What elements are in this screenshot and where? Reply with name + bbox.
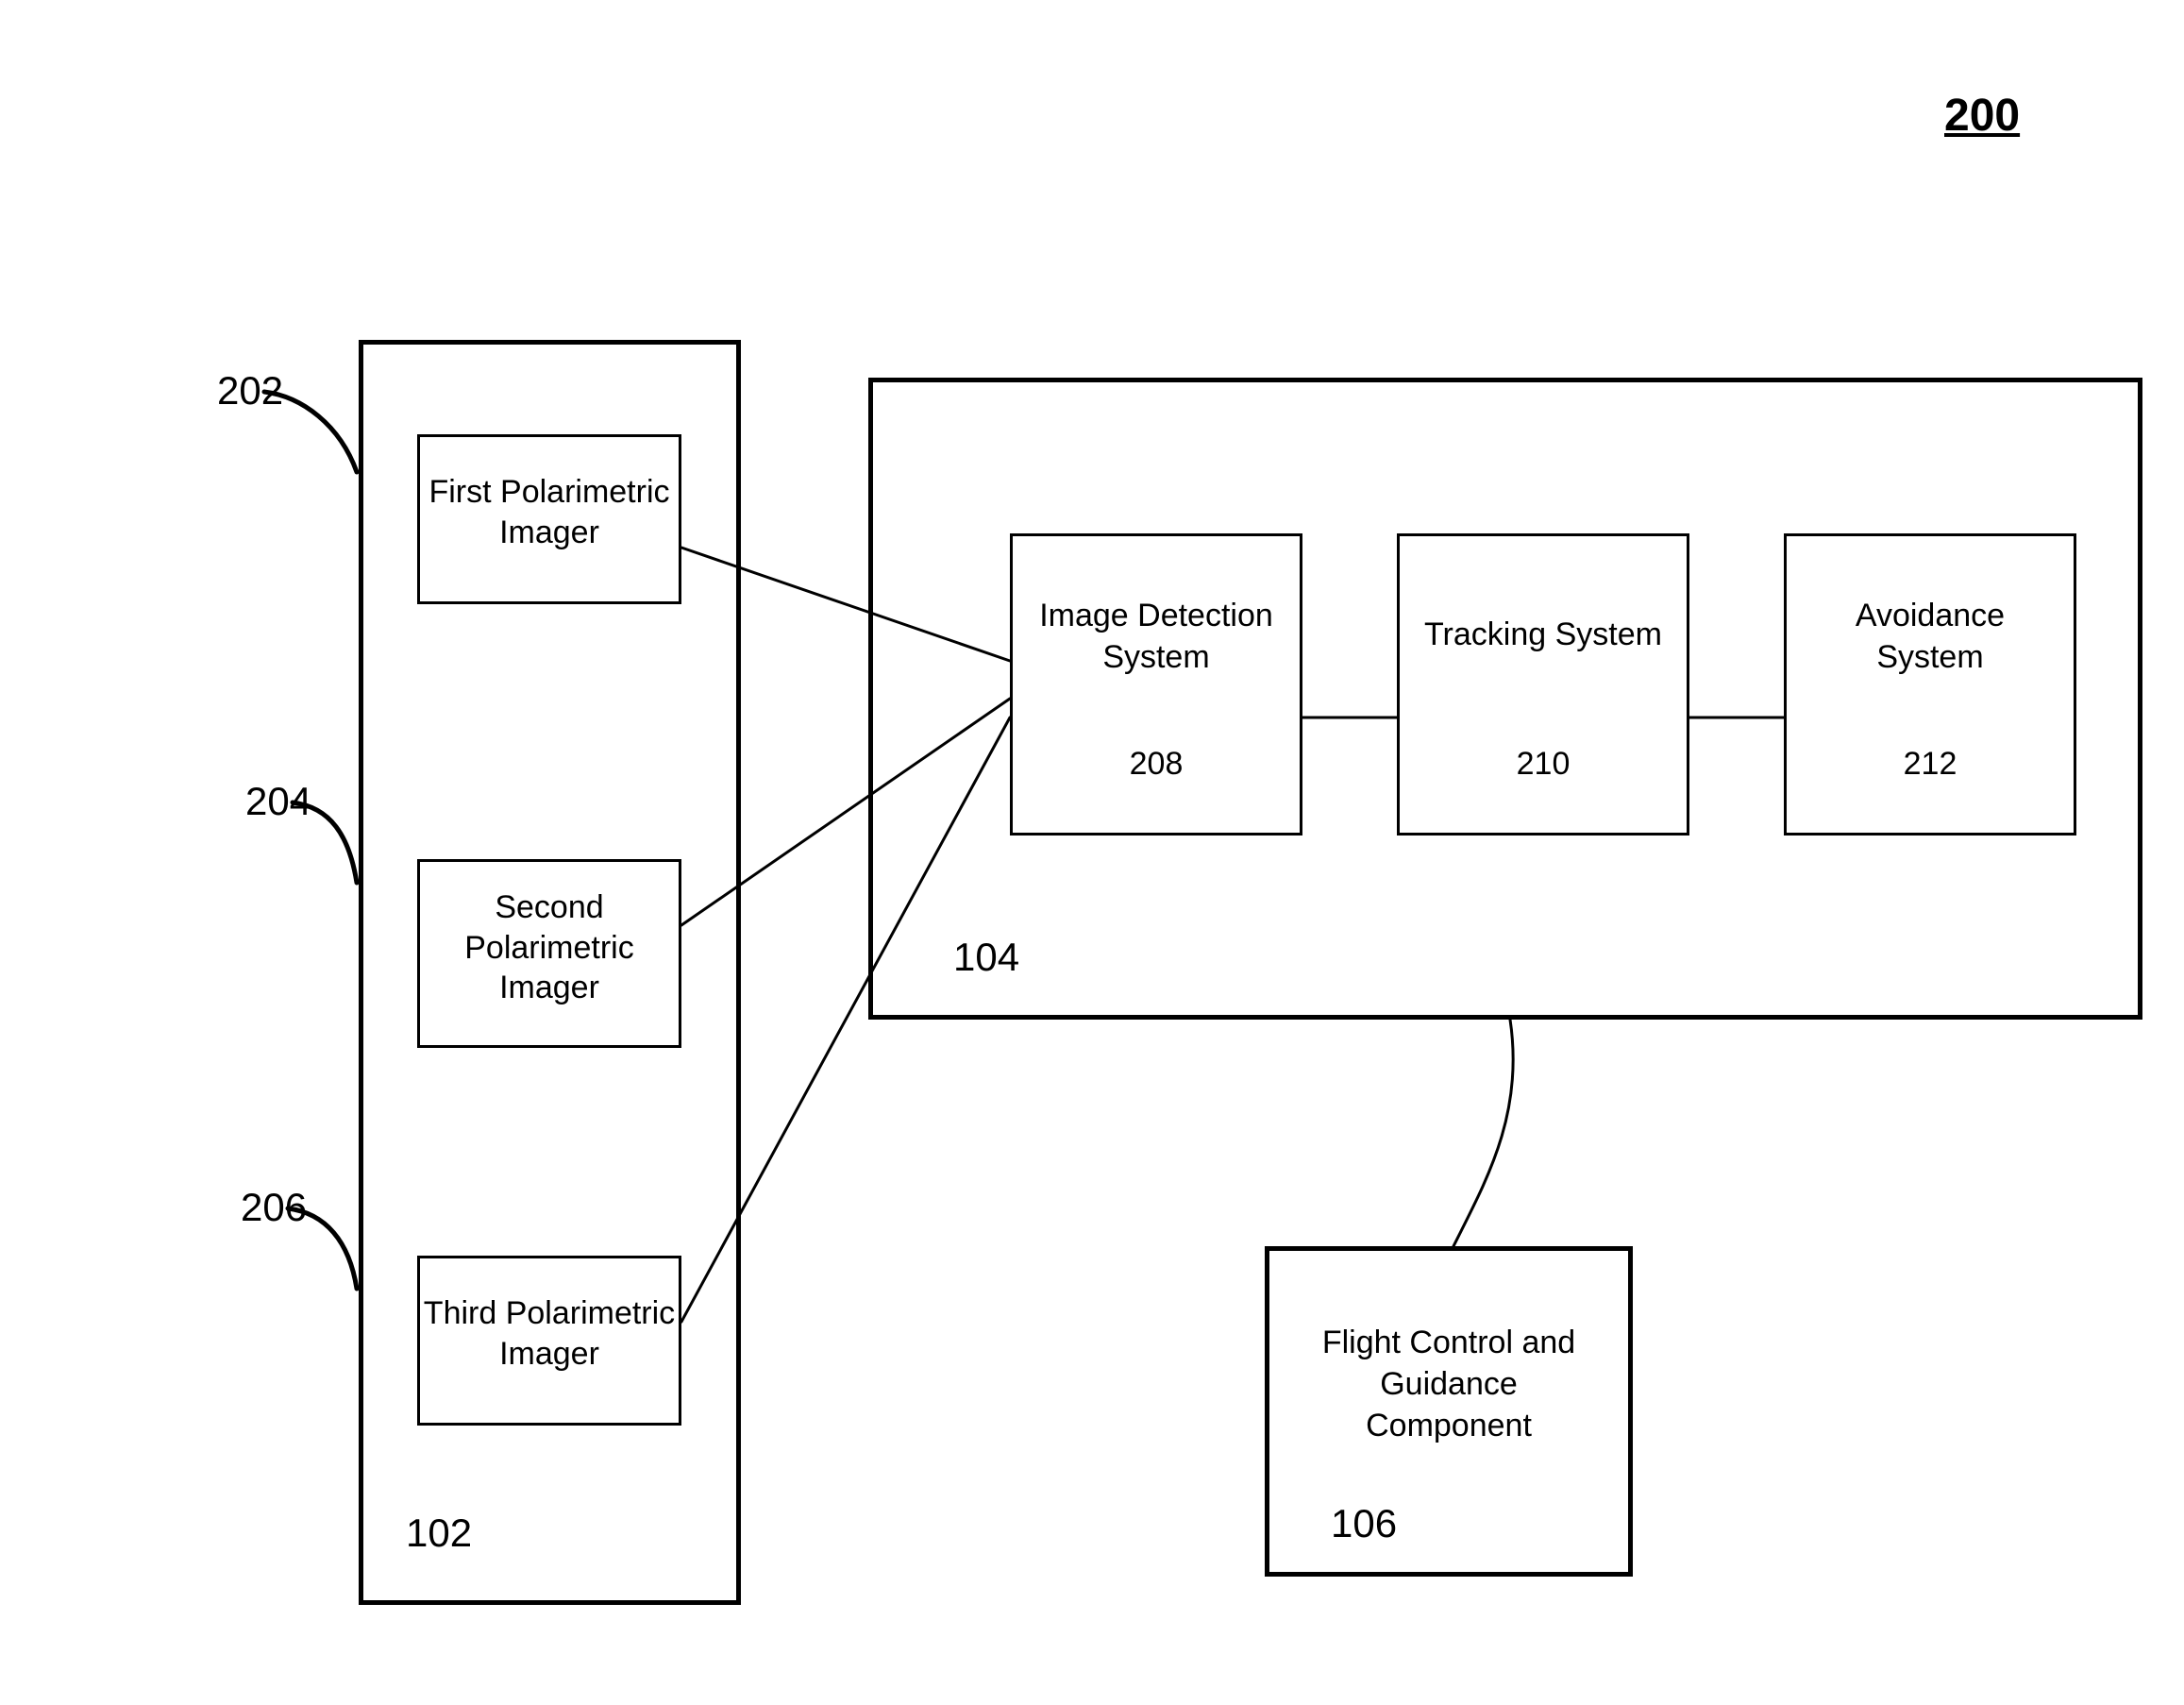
label-avoidance-title: Avoidance System — [1784, 595, 2076, 678]
diagram-canvas: 200 102 104 First Polarimetric Imager 20… — [0, 0, 2184, 1705]
label-avoidance-num: 212 — [1784, 746, 2076, 783]
label-third-imager: Third Polarimetric Imager — [417, 1293, 681, 1374]
callout-206: 206 — [241, 1185, 307, 1230]
label-first-imager: First Polarimetric Imager — [417, 472, 681, 552]
ref-102: 102 — [406, 1511, 472, 1556]
box-avoidance-212 — [1784, 533, 2076, 836]
label-flight-title: Flight Control and Guidance Component — [1265, 1322, 1633, 1447]
label-detection-title: Image Detection System — [1010, 595, 1302, 678]
label-detection-num: 208 — [1010, 746, 1302, 783]
label-second-imager: Second Polarimetric Imager — [417, 887, 681, 1008]
box-tracking-210 — [1397, 533, 1689, 836]
box-detection-208 — [1010, 533, 1302, 836]
figure-ref-200: 200 — [1944, 90, 2020, 142]
ref-104: 104 — [953, 935, 1019, 980]
label-tracking-title: Tracking System — [1397, 614, 1689, 655]
callout-204: 204 — [245, 779, 311, 824]
callout-202: 202 — [217, 368, 283, 414]
label-flight-num: 106 — [1331, 1501, 1397, 1546]
label-tracking-num: 210 — [1397, 746, 1689, 783]
